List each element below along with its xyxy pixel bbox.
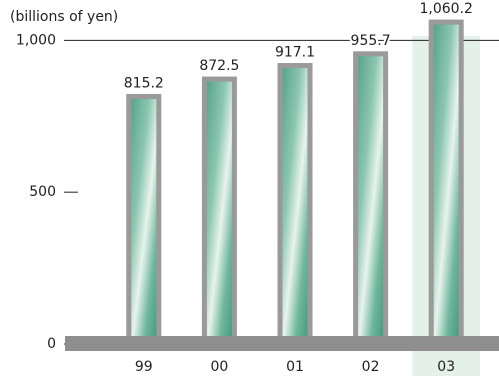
y-tick-label: 500 — [29, 184, 56, 200]
bar — [280, 66, 310, 344]
value-label: 815.2 — [124, 75, 164, 91]
x-tick-label: 03 — [437, 359, 455, 375]
baseline-bar — [65, 336, 499, 351]
value-label: 955.7 — [351, 33, 391, 49]
value-label: 1,060.2 — [419, 1, 472, 17]
chart: (billions of yen) 0 500 1,000 99 815.2 00 872.… — [0, 0, 499, 380]
value-label: 917.1 — [275, 45, 315, 61]
y-tick-label: 1,000 — [16, 32, 56, 48]
x-tick-label: 01 — [286, 359, 304, 375]
bar — [431, 22, 461, 344]
x-tick-label: 02 — [362, 359, 380, 375]
bar — [356, 54, 386, 344]
y-tick-label: 0 — [47, 336, 56, 352]
bar — [129, 96, 159, 344]
value-label: 872.5 — [199, 58, 239, 74]
x-tick-label: 99 — [135, 359, 153, 375]
y-axis-label: (billions of yen) — [10, 9, 118, 25]
bar — [204, 79, 234, 344]
x-tick-label: 00 — [210, 359, 228, 375]
